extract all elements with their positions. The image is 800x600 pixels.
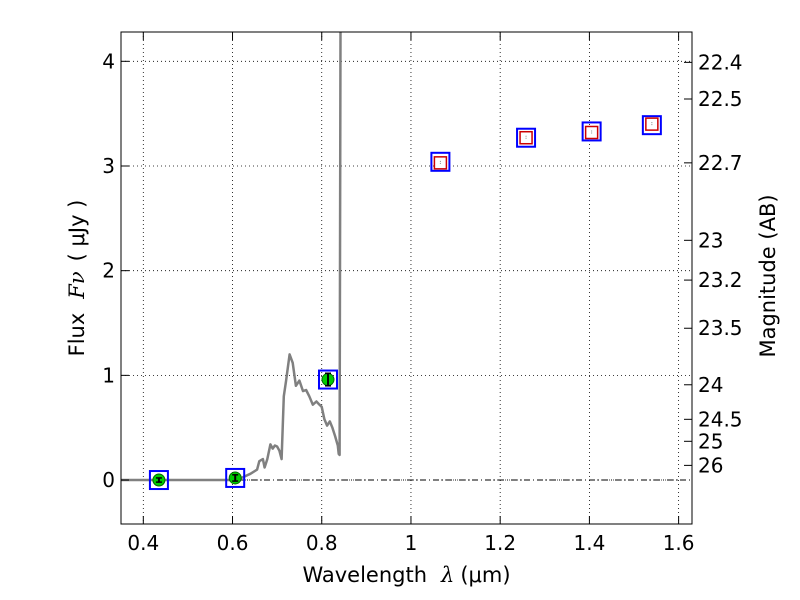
y-tick-label: 3: [102, 154, 115, 178]
x-tick-label: 0.4: [127, 531, 159, 555]
mag-tick-label: 26: [698, 453, 723, 477]
model-photometry-square: [516, 127, 537, 148]
mag-tick-label: 23.5: [698, 316, 743, 340]
model-photometry-square: [317, 369, 338, 390]
spectrum-line: [121, 32, 342, 482]
x-tick-label: 1.6: [663, 531, 695, 555]
mag-tick-label: 22.5: [698, 87, 743, 111]
x-tick-label: 0.8: [306, 531, 338, 555]
points-layer: [148, 115, 662, 491]
mag-tick-label: 25: [698, 429, 723, 453]
model-photometry-square: [430, 151, 451, 172]
right-axis-label: Magnitude (AB): [756, 194, 780, 357]
model-photometry-square: [225, 467, 246, 488]
x-tick-label: 0.6: [217, 531, 249, 555]
model-photometry-square: [148, 470, 169, 491]
mag-tick-label: 22.7: [698, 151, 743, 175]
y-tick-label: 0: [102, 468, 115, 492]
x-axis-label: Wavelength λ (μm): [302, 563, 510, 587]
y-axis-label: FluxFν( μJy ): [65, 200, 89, 357]
model-photometry-square: [641, 115, 662, 136]
plot-frame: [120, 31, 693, 525]
x-tick-label: 1: [405, 531, 418, 555]
mag-tick-label: 24: [698, 373, 723, 397]
mag-tick-label: 23: [698, 228, 723, 252]
observed-photometry-square: [645, 117, 659, 131]
x-tick-label: 1.2: [484, 531, 516, 555]
mag-tick-label: 22.4: [698, 50, 743, 74]
y-tick-label: 1: [102, 363, 115, 387]
grid-lines: [121, 32, 692, 524]
model-photometry-square: [581, 121, 602, 142]
mag-tick-label: 23.2: [698, 268, 743, 292]
mag-tick-label: 24.5: [698, 407, 743, 431]
y-tick-label: 2: [102, 259, 115, 283]
x-tick-label: 1.4: [573, 531, 605, 555]
spectrum-layer: [121, 32, 342, 482]
y-tick-label: 4: [102, 49, 115, 73]
